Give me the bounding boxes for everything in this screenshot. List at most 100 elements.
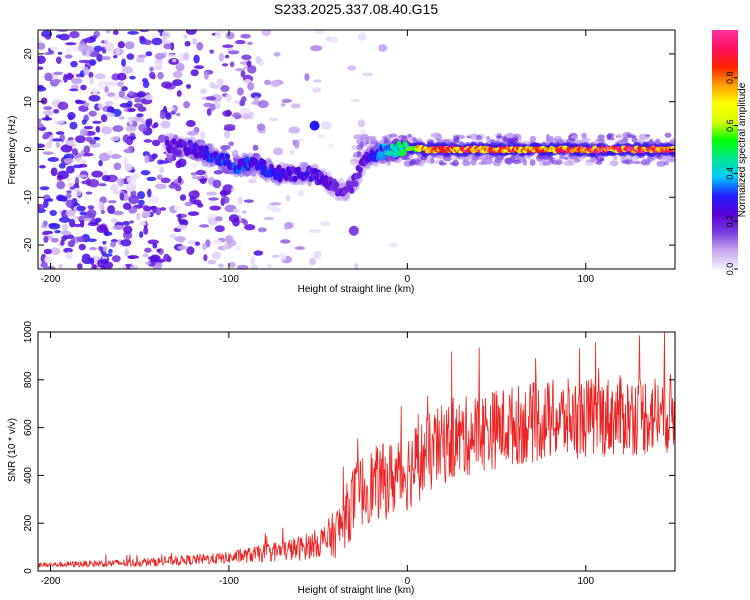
noise-blob bbox=[56, 181, 66, 190]
noise-blob bbox=[151, 153, 158, 159]
noise-blob bbox=[235, 245, 241, 251]
noise-blob bbox=[149, 66, 154, 72]
y-tick-label: 20 bbox=[23, 48, 34, 60]
noise-blob bbox=[137, 54, 147, 58]
noise-blob bbox=[246, 60, 252, 68]
noise-blob bbox=[216, 78, 224, 86]
noise-blob bbox=[240, 33, 251, 39]
noise-blob bbox=[194, 65, 205, 70]
noise-blob bbox=[70, 60, 78, 68]
noise-blob bbox=[38, 66, 44, 70]
noise-blob bbox=[163, 43, 173, 50]
noise-blob bbox=[108, 248, 113, 254]
noise-blob bbox=[164, 112, 172, 120]
noise-blob bbox=[40, 97, 48, 105]
noise-blob bbox=[144, 94, 154, 101]
noise-blob bbox=[347, 65, 357, 71]
noise-blob bbox=[60, 144, 73, 153]
noise-blob bbox=[51, 237, 59, 243]
noise-blob bbox=[42, 151, 54, 155]
noise-blob bbox=[280, 102, 286, 107]
noise-blob bbox=[357, 119, 366, 128]
noise-blob bbox=[70, 84, 80, 89]
noise-blob bbox=[222, 44, 234, 49]
noise-blob bbox=[153, 122, 159, 128]
noise-blob bbox=[328, 36, 339, 44]
noise-blob bbox=[183, 101, 191, 109]
colorbar-tick-label: 0.8 bbox=[725, 72, 735, 85]
noise-blob bbox=[548, 135, 554, 141]
noise-blob bbox=[101, 253, 113, 257]
x-tick-label: -200 bbox=[40, 274, 60, 285]
noise-blob bbox=[294, 246, 306, 250]
snr-frame bbox=[37, 331, 676, 572]
noise-blob bbox=[58, 216, 71, 223]
ridge-mark bbox=[258, 163, 264, 170]
noise-blob bbox=[100, 114, 108, 123]
noise-blob bbox=[218, 52, 225, 62]
spectrogram-y-axis-label: Frequency (Hz) bbox=[7, 116, 18, 185]
noise-blob bbox=[236, 264, 249, 269]
spectrogram-marks bbox=[38, 30, 675, 269]
noise-blob bbox=[89, 76, 94, 85]
noise-blob bbox=[110, 184, 119, 192]
noise-blob bbox=[101, 56, 111, 61]
noise-blob bbox=[664, 132, 672, 138]
noise-blob bbox=[218, 263, 224, 268]
noise-blob bbox=[186, 131, 199, 136]
noise-blob bbox=[38, 42, 46, 50]
noise-blob bbox=[56, 174, 63, 181]
noise-blob bbox=[239, 107, 251, 116]
noise-blob bbox=[185, 120, 196, 127]
noise-blob bbox=[113, 162, 122, 171]
noise-blob bbox=[234, 39, 246, 45]
noise-blob bbox=[225, 31, 235, 40]
noise-blob bbox=[86, 209, 97, 218]
noise-blob bbox=[45, 141, 53, 149]
noise-blob bbox=[250, 264, 259, 269]
noise-blob bbox=[49, 209, 57, 217]
noise-blob bbox=[63, 247, 73, 253]
noise-blob bbox=[141, 210, 151, 218]
noise-blob bbox=[136, 113, 144, 118]
colorbar-tick-label: 0.0 bbox=[725, 263, 735, 276]
noise-blob bbox=[227, 47, 234, 52]
y-tick-label: 800 bbox=[23, 371, 34, 388]
noise-blob bbox=[388, 242, 399, 248]
noise-blob bbox=[157, 30, 164, 34]
noise-blob bbox=[210, 94, 223, 103]
noise-blob bbox=[71, 148, 79, 156]
noise-blob bbox=[98, 159, 103, 167]
noise-blob bbox=[196, 41, 204, 51]
noise-blob bbox=[174, 236, 187, 242]
ridge-mark bbox=[224, 153, 231, 160]
noise-blob bbox=[40, 261, 48, 268]
snr-marks bbox=[38, 332, 675, 568]
noise-blob bbox=[136, 91, 147, 98]
noise-blob bbox=[234, 68, 246, 72]
noise-blob bbox=[49, 134, 55, 143]
noise-blob bbox=[201, 243, 207, 251]
noise-blob bbox=[273, 147, 284, 156]
noise-blob bbox=[112, 210, 124, 216]
noise-blob bbox=[159, 160, 170, 164]
noise-blob bbox=[452, 135, 460, 142]
noise-blob bbox=[134, 97, 143, 103]
noise-blob bbox=[159, 207, 167, 211]
noise-blob bbox=[161, 31, 171, 39]
noise-blob bbox=[104, 100, 114, 106]
noise-blob bbox=[212, 179, 222, 189]
noise-blob bbox=[68, 218, 76, 228]
noise-blob bbox=[325, 36, 332, 42]
noise-blob bbox=[78, 243, 86, 251]
noise-blob bbox=[244, 224, 256, 231]
y-tick-label: 0 bbox=[23, 146, 34, 152]
noise-blob bbox=[88, 139, 97, 145]
noise-blob bbox=[184, 40, 191, 47]
noise-blob bbox=[80, 84, 87, 91]
noise-blob bbox=[138, 123, 148, 132]
ridge-mark bbox=[182, 141, 188, 148]
noise-blob bbox=[143, 139, 153, 143]
noise-blob bbox=[209, 81, 215, 89]
